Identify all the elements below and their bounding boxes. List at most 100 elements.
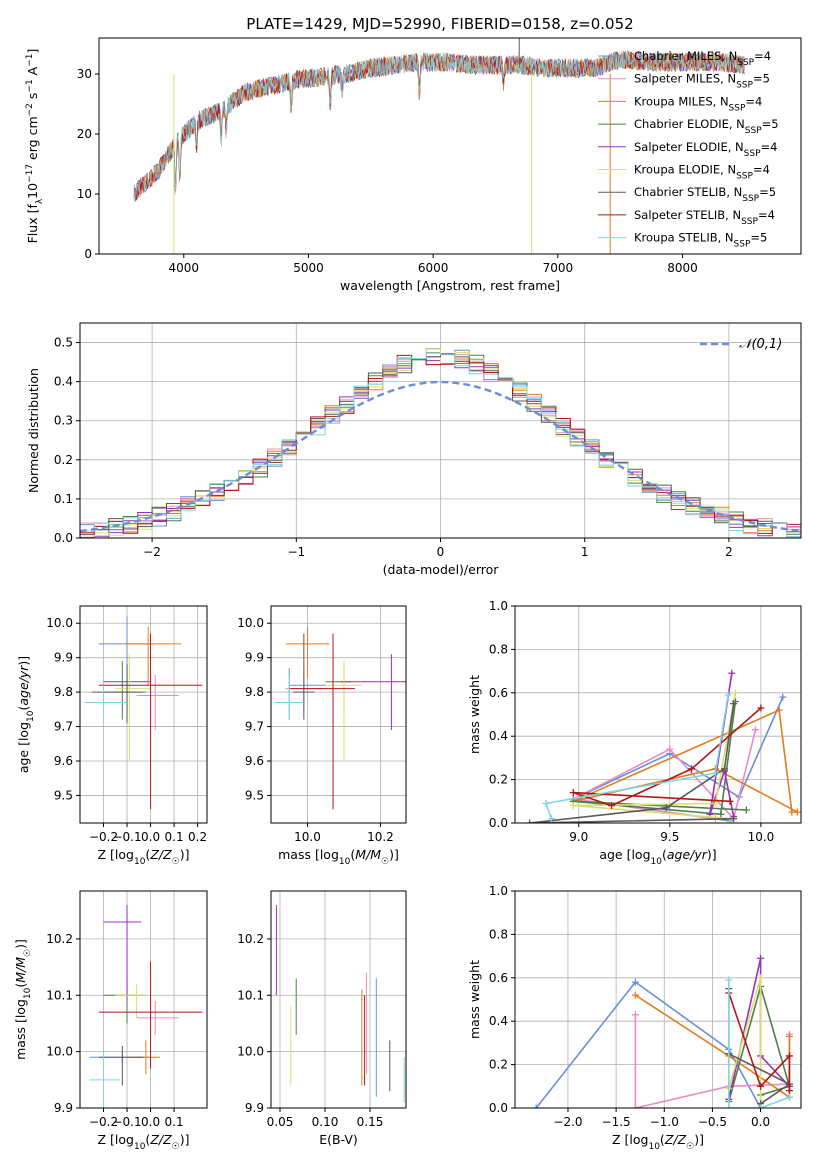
weight-vs-age-xlabel-part: age/yr bbox=[667, 847, 708, 862]
spectrum-axes bbox=[99, 38, 801, 254]
age-vs-Z-ylabel-part: ( bbox=[16, 706, 31, 711]
weight-marker bbox=[785, 1087, 793, 1095]
y-tick-label: 9.6 bbox=[245, 754, 264, 768]
weight-marker bbox=[730, 815, 738, 823]
weight-marker bbox=[631, 1011, 639, 1019]
mass-vs-Z-xlabel-part: 10 bbox=[134, 1142, 146, 1152]
y-tick-label: 10.0 bbox=[237, 1045, 264, 1059]
errorbar-point-1 bbox=[136, 1000, 179, 1035]
weight-marker bbox=[726, 797, 734, 805]
residuals-plot-area bbox=[80, 348, 801, 538]
age-vs-Z-xlabel-part: Z/Z bbox=[149, 847, 172, 862]
legend-label: Chabrier ELODIE, NSSP=5 bbox=[634, 117, 779, 136]
age-vs-mass-xlabel-part: ☉ bbox=[381, 857, 389, 867]
x-tick-label: 2 bbox=[725, 545, 733, 559]
residual-legend: 𝒩(0,1) bbox=[700, 337, 782, 352]
x-tick-label: −1 bbox=[287, 545, 305, 559]
legend-label-part: SSP bbox=[729, 103, 746, 113]
errorbar-point-5 bbox=[115, 654, 151, 761]
weight-marker bbox=[757, 1082, 765, 1090]
residuals-frame: −2 −1 0 1 2 0.0 0.1 0.2 0.3 0.4 0.5 bbox=[54, 322, 802, 559]
y-tick-label: 10.0 bbox=[46, 1045, 73, 1059]
weight-vs-Z-plot-area bbox=[532, 954, 793, 1108]
spectrum-ylabel-part: A bbox=[25, 66, 40, 79]
errorbar-point-7 bbox=[98, 961, 203, 1069]
weight-marker bbox=[542, 799, 550, 807]
y-tick-label: 0.2 bbox=[489, 773, 508, 787]
weight-vs-Z-xlabel: Z [log10(Z/Z☉)] bbox=[612, 1132, 704, 1152]
weight-marker bbox=[526, 819, 534, 823]
legend-label: Kroupa ELODIE, NSSP=4 bbox=[634, 163, 770, 182]
residuals-ylabel: Normed distribution bbox=[26, 368, 41, 493]
errorbar-point-8 bbox=[89, 1051, 120, 1108]
weight-vs-Z-ylabel-part: mass weight bbox=[467, 960, 482, 1039]
y-tick-label: 10.1 bbox=[46, 988, 73, 1002]
y-tick-label: 0.4 bbox=[489, 1014, 508, 1028]
weight-marker bbox=[711, 769, 719, 777]
errorbar-point-4 bbox=[340, 654, 406, 730]
weight-marker bbox=[532, 1104, 540, 1108]
legend-label: Salpeter ELODIE, NSSP=4 bbox=[634, 140, 777, 159]
spectrum-ylabel: Flux [fλ10−17 erg cm−2 s−1 A−1] bbox=[25, 49, 45, 244]
age-vs-Z-ylabel: age [log10(age/yr)] bbox=[16, 656, 36, 773]
y-tick-label: 0.6 bbox=[489, 971, 508, 985]
residuals-xlabel: (data-model)/error bbox=[383, 562, 500, 577]
weight-vs-age-xlabel-part: 10 bbox=[651, 857, 663, 867]
weight-marker bbox=[785, 1032, 793, 1040]
x-tick-label: 10.0 bbox=[294, 830, 321, 844]
weight-vs-Z-frame: −2.0 −1.5 −1.0 −0.5 0.0 0.0 0.2 0.4 0.6 0.8 1.0 bbox=[489, 884, 802, 1129]
weight-vs-Z-xlabel-part: Z/Z bbox=[664, 1132, 687, 1147]
mass-vs-Z-ylabel-part: 10 bbox=[23, 987, 33, 999]
weight-marker bbox=[779, 693, 787, 701]
x-tick-label: 0.0 bbox=[141, 830, 160, 844]
y-tick-label: 10.2 bbox=[46, 932, 73, 946]
legend-label-part: Kroupa ELODIE, N bbox=[634, 163, 736, 177]
legend-label-part: SSP bbox=[734, 240, 751, 250]
mass-vs-ebv-axes bbox=[271, 891, 406, 1109]
errorbar-point-8 bbox=[84, 685, 128, 720]
errorbar-point-6 bbox=[292, 633, 315, 720]
y-tick-label: 0.1 bbox=[54, 492, 73, 506]
weight-vs-age-xlabel-part: ( bbox=[662, 847, 667, 862]
legend-label-part: =4 bbox=[758, 208, 775, 222]
weight-marker bbox=[631, 978, 639, 986]
weight-vs-age-xlabel-part: )] bbox=[707, 847, 717, 862]
residuals-xlabel-part: (data-model)/error bbox=[383, 562, 500, 577]
legend-label-part: Salpeter MILES, N bbox=[634, 72, 736, 86]
weight-marker bbox=[757, 1104, 765, 1108]
weight-marker bbox=[785, 1093, 793, 1101]
weight-vs-Z-border bbox=[514, 890, 802, 1109]
legend-label-part: SSP bbox=[742, 194, 759, 204]
y-tick-label: 10 bbox=[77, 187, 92, 201]
legend-label-part: Kroupa STELIB, N bbox=[634, 231, 734, 245]
y-tick-label: 10.1 bbox=[237, 988, 264, 1002]
legend-label: 𝒩(0,1) bbox=[739, 337, 782, 352]
age-vs-Z-axes bbox=[80, 606, 207, 823]
mass-vs-Z-xlabel: Z [log10(Z/Z☉)] bbox=[98, 1132, 190, 1152]
y-tick-label: 0.2 bbox=[489, 1058, 508, 1072]
y-tick-label: 9.9 bbox=[245, 651, 264, 665]
legend-label-part: =5 bbox=[750, 231, 767, 245]
weight-vs-Z-xlabel-part: )] bbox=[694, 1132, 704, 1147]
y-tick-label: 0.2 bbox=[54, 453, 73, 467]
y-tick-label: 0.3 bbox=[54, 414, 73, 428]
y-tick-label: 0.4 bbox=[489, 729, 508, 743]
weight-marker bbox=[725, 976, 733, 984]
legend-label-part: Kroupa MILES, N bbox=[634, 94, 729, 108]
spectrum-xlabel: wavelength [Angstrom, rest frame] bbox=[340, 278, 560, 293]
y-tick-label: 0.6 bbox=[489, 686, 508, 700]
age-vs-Z-background bbox=[80, 606, 207, 823]
mass-vs-ebv-xlabel: E(B-V) bbox=[319, 1132, 358, 1147]
y-tick-label: 20 bbox=[77, 127, 92, 141]
x-tick-label: 10.2 bbox=[367, 830, 394, 844]
age-vs-mass-frame: 10.0 10.2 9.5 9.6 9.7 9.8 9.9 10.0 bbox=[237, 605, 407, 844]
weight-marker bbox=[731, 689, 739, 697]
weight-vs-Z-xlabel-part: Z [log bbox=[612, 1132, 648, 1147]
spectrum-ylabel-part: −1 bbox=[25, 79, 35, 92]
age-vs-Z-ylabel-part: 10 bbox=[26, 710, 36, 722]
x-tick-label: 9.5 bbox=[660, 830, 679, 844]
y-tick-label: 9.5 bbox=[54, 788, 73, 802]
weight-marker bbox=[720, 765, 728, 773]
x-tick-label: 0.0 bbox=[751, 1115, 770, 1129]
